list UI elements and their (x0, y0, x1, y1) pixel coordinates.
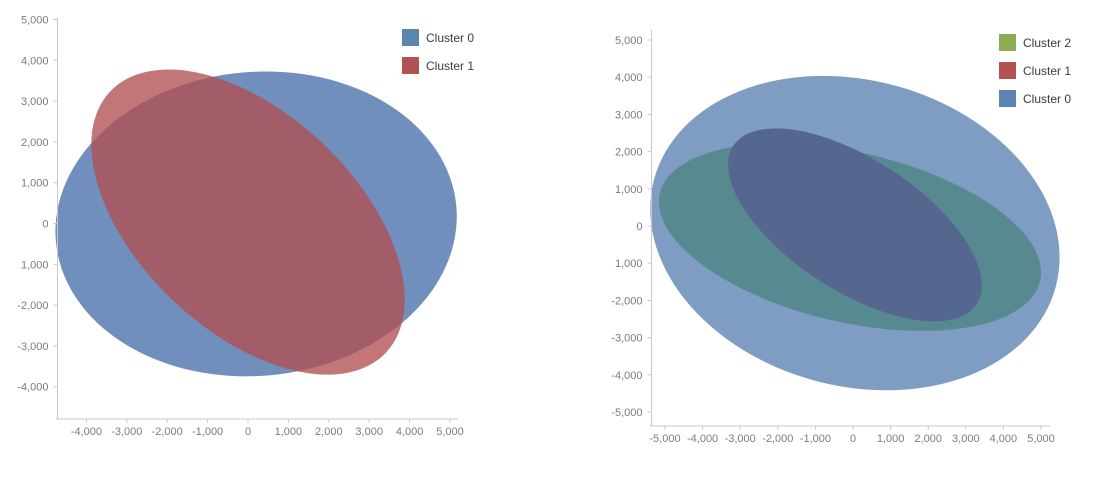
y-tick-label: -2,000 (611, 295, 642, 307)
y-tick-label: 4,000 (615, 72, 643, 84)
legend-item-cluster-2[interactable]: Cluster 2 (999, 34, 1071, 51)
x-tick-label: 2,000 (914, 433, 942, 445)
legend-swatch-icon (999, 90, 1016, 107)
legend-label: Cluster 0 (1023, 91, 1072, 106)
y-tick-label: 5,000 (615, 35, 643, 47)
x-tick-label: -1,000 (192, 426, 223, 438)
x-tick-label: -1,000 (800, 433, 831, 445)
legend-item-cluster-0[interactable]: Cluster 0 (999, 90, 1071, 107)
y-tick-label: 1,000 (21, 178, 49, 190)
legend-label: Cluster 1 (426, 58, 475, 73)
x-tick-label: 1,000 (275, 426, 303, 438)
x-tick-label: 5,000 (436, 426, 464, 438)
legend-swatch-icon (402, 57, 419, 74)
y-tick-label: 2,000 (21, 137, 49, 149)
x-tick-label: -5,000 (649, 433, 680, 445)
x-tick-label: 1,000 (877, 433, 905, 445)
legend-label: Cluster 1 (1023, 63, 1072, 78)
x-tick-label: 4,000 (990, 433, 1018, 445)
cluster-ellipse-cluster-1 (728, 128, 982, 322)
legend-label: Cluster 2 (1023, 35, 1072, 50)
x-tick-label: 2,000 (315, 426, 343, 438)
y-tick-label: 0 (636, 221, 642, 233)
y-tick-label: 1,000 (21, 259, 49, 271)
legend-item-cluster-1[interactable]: Cluster 1 (402, 57, 474, 74)
x-tick-label: 3,000 (355, 426, 383, 438)
x-tick-label: -3,000 (111, 426, 142, 438)
legend-label: Cluster 0 (426, 30, 475, 45)
y-tick-label: 2,000 (615, 147, 643, 159)
y-tick-label: 3,000 (21, 96, 49, 108)
legend-swatch-icon (999, 62, 1016, 79)
y-tick-label: -4,000 (17, 382, 48, 394)
x-tick-label: -2,000 (762, 433, 793, 445)
y-tick-label: 4,000 (21, 55, 49, 67)
legend-swatch-icon (999, 34, 1016, 51)
y-tick-label: 5,000 (21, 15, 49, 27)
x-tick-label: -4,000 (71, 426, 102, 438)
legend-swatch-icon (402, 29, 419, 46)
x-tick-label: -2,000 (152, 426, 183, 438)
x-tick-label: -4,000 (687, 433, 718, 445)
x-tick-label: 3,000 (952, 433, 980, 445)
x-tick-label: 5,000 (1027, 433, 1055, 445)
y-tick-label: -3,000 (611, 333, 642, 345)
x-tick-label: -3,000 (725, 433, 756, 445)
y-tick-label: -4,000 (611, 370, 642, 382)
cluster-ellipse-cluster-1 (91, 69, 405, 375)
chart-1: -5,000 -4,000 -3,000 -2,000 -1,000 0 1,000 2,00… (611, 30, 1060, 445)
y-tick-label: -3,000 (17, 341, 48, 353)
legend-chart-1: Cluster 2 Cluster 1 Cluster 0 (999, 34, 1071, 107)
y-tick-label: 1,000 (615, 258, 643, 270)
legend-item-cluster-0[interactable]: Cluster 0 (402, 29, 474, 46)
y-tick-label: -5,000 (611, 407, 642, 419)
legend-chart-0: Cluster 0 Cluster 1 (402, 29, 474, 74)
x-tick-label: 4,000 (396, 426, 424, 438)
x-tick-label: 0 (245, 426, 251, 438)
chart-0: -4,000 -3,000 -2,000 -1,000 0 1,000 2,000 3,000… (17, 15, 464, 439)
y-tick-label: 1,000 (615, 184, 643, 196)
legend-item-cluster-1[interactable]: Cluster 1 (999, 62, 1071, 79)
y-tick-label: 3,000 (615, 109, 643, 121)
y-tick-label: -2,000 (17, 300, 48, 312)
y-tick-label: 0 (42, 219, 48, 231)
x-tick-label: 0 (850, 433, 856, 445)
